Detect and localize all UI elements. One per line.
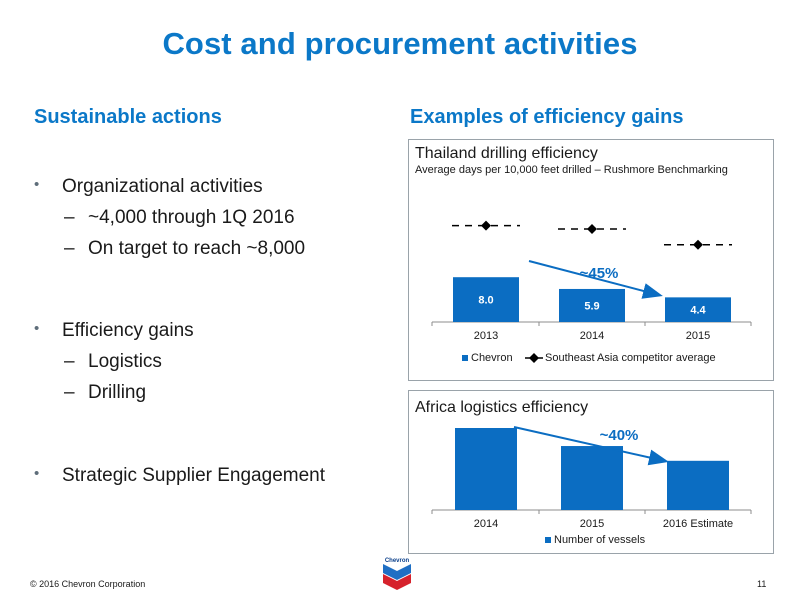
dash-icon: – <box>64 207 75 228</box>
chart-title: Africa logistics efficiency <box>415 399 589 416</box>
left-section-heading: Sustainable actions <box>34 106 222 128</box>
bar-vessels <box>455 428 517 510</box>
dash-icon: – <box>64 382 75 403</box>
logo-wordmark: Chevron <box>385 558 410 564</box>
africa-logistics-chart-panel: Africa logistics efficiency 2014 2015 2016… <box>408 390 774 554</box>
x-tick-label: 2015 <box>686 330 710 342</box>
x-tick-label: 2015 <box>580 518 604 530</box>
legend-swatch-chevron <box>462 355 468 361</box>
trend-arrow <box>528 260 663 299</box>
trend-arrow <box>513 426 669 466</box>
thailand-drilling-chart: 8.0 5.9 4.4 2013 2014 2015 ~45% Chevron Sout… <box>431 220 752 364</box>
sub-bullet: – On target to reach ~8,000 <box>64 238 364 262</box>
dash-icon: – <box>64 351 75 372</box>
competitor-diamond-icon <box>587 224 597 235</box>
chevron-logo: Chevron <box>371 556 423 595</box>
sub-bullet-text: On target to reach ~8,000 <box>88 238 306 259</box>
annotation-label: ~40% <box>600 427 639 444</box>
dash-icon: – <box>64 238 75 259</box>
annotation-label: ~45% <box>580 265 619 282</box>
bullet-dot-icon: • <box>34 320 40 337</box>
right-section-heading: Examples of efficiency gains <box>410 106 684 128</box>
sub-bullet: – ~4,000 through 1Q 2016 <box>64 207 364 231</box>
bar-chevron-2014 <box>559 288 625 322</box>
bullet-supplier: • Strategic Supplier Engagement <box>34 465 384 489</box>
legend-label-vessels: Number of vessels <box>554 534 646 546</box>
sub-bullet-text: ~4,000 through 1Q 2016 <box>88 207 295 228</box>
competitor-diamond-icon <box>693 239 703 250</box>
chart-title: Thailand drilling efficiency <box>415 145 598 162</box>
chart-subtitle: Average days per 10,000 feet drilled – R… <box>415 164 728 176</box>
x-tick-label: 2013 <box>474 330 498 342</box>
bar-chevron-2013 <box>453 277 519 322</box>
bullet-dot-icon: • <box>34 176 40 193</box>
bullet-text: Efficiency gains <box>62 320 194 341</box>
bar-vessels <box>667 460 729 510</box>
competitor-diamond-icon <box>481 220 491 231</box>
thailand-drilling-chart-panel: Thailand drilling efficiency Average day… <box>408 139 774 381</box>
bar-value-label: 4.4 <box>690 305 706 317</box>
legend-label-competitor: Southeast Asia competitor average <box>545 352 716 364</box>
sub-bullet: – Drilling <box>64 382 364 406</box>
bullet-organizational: • Organizational activities <box>34 176 374 200</box>
bullet-dot-icon: • <box>34 465 40 482</box>
sub-bullet-text: Logistics <box>88 351 162 372</box>
legend-diamond-icon <box>529 353 539 363</box>
sub-bullet: – Logistics <box>64 351 364 375</box>
bar-value-label: 8.0 <box>478 295 493 307</box>
x-tick-label: 2014 <box>474 518 498 530</box>
bullet-text: Strategic Supplier Engagement <box>62 465 325 486</box>
sub-bullet-text: Drilling <box>88 382 147 403</box>
bar-chevron-2015 <box>665 297 731 322</box>
africa-logistics-chart: 2014 2015 2016 Estimate ~40% Number of ves… <box>431 426 752 546</box>
bullet-text: Organizational activities <box>62 176 263 197</box>
copyright-text: © 2016 Chevron Corporation <box>30 579 146 589</box>
bullet-efficiency: • Efficiency gains <box>34 320 374 344</box>
legend-label-chevron: Chevron <box>471 352 513 364</box>
x-tick-label: 2014 <box>580 330 604 342</box>
bar-value-label: 5.9 <box>584 300 599 312</box>
bar-vessels <box>561 446 623 510</box>
x-tick-label: 2016 Estimate <box>663 518 733 530</box>
legend-swatch-vessels <box>545 537 551 543</box>
page-number: 11 <box>757 579 767 589</box>
page-title: Cost and procurement activities <box>162 26 638 61</box>
